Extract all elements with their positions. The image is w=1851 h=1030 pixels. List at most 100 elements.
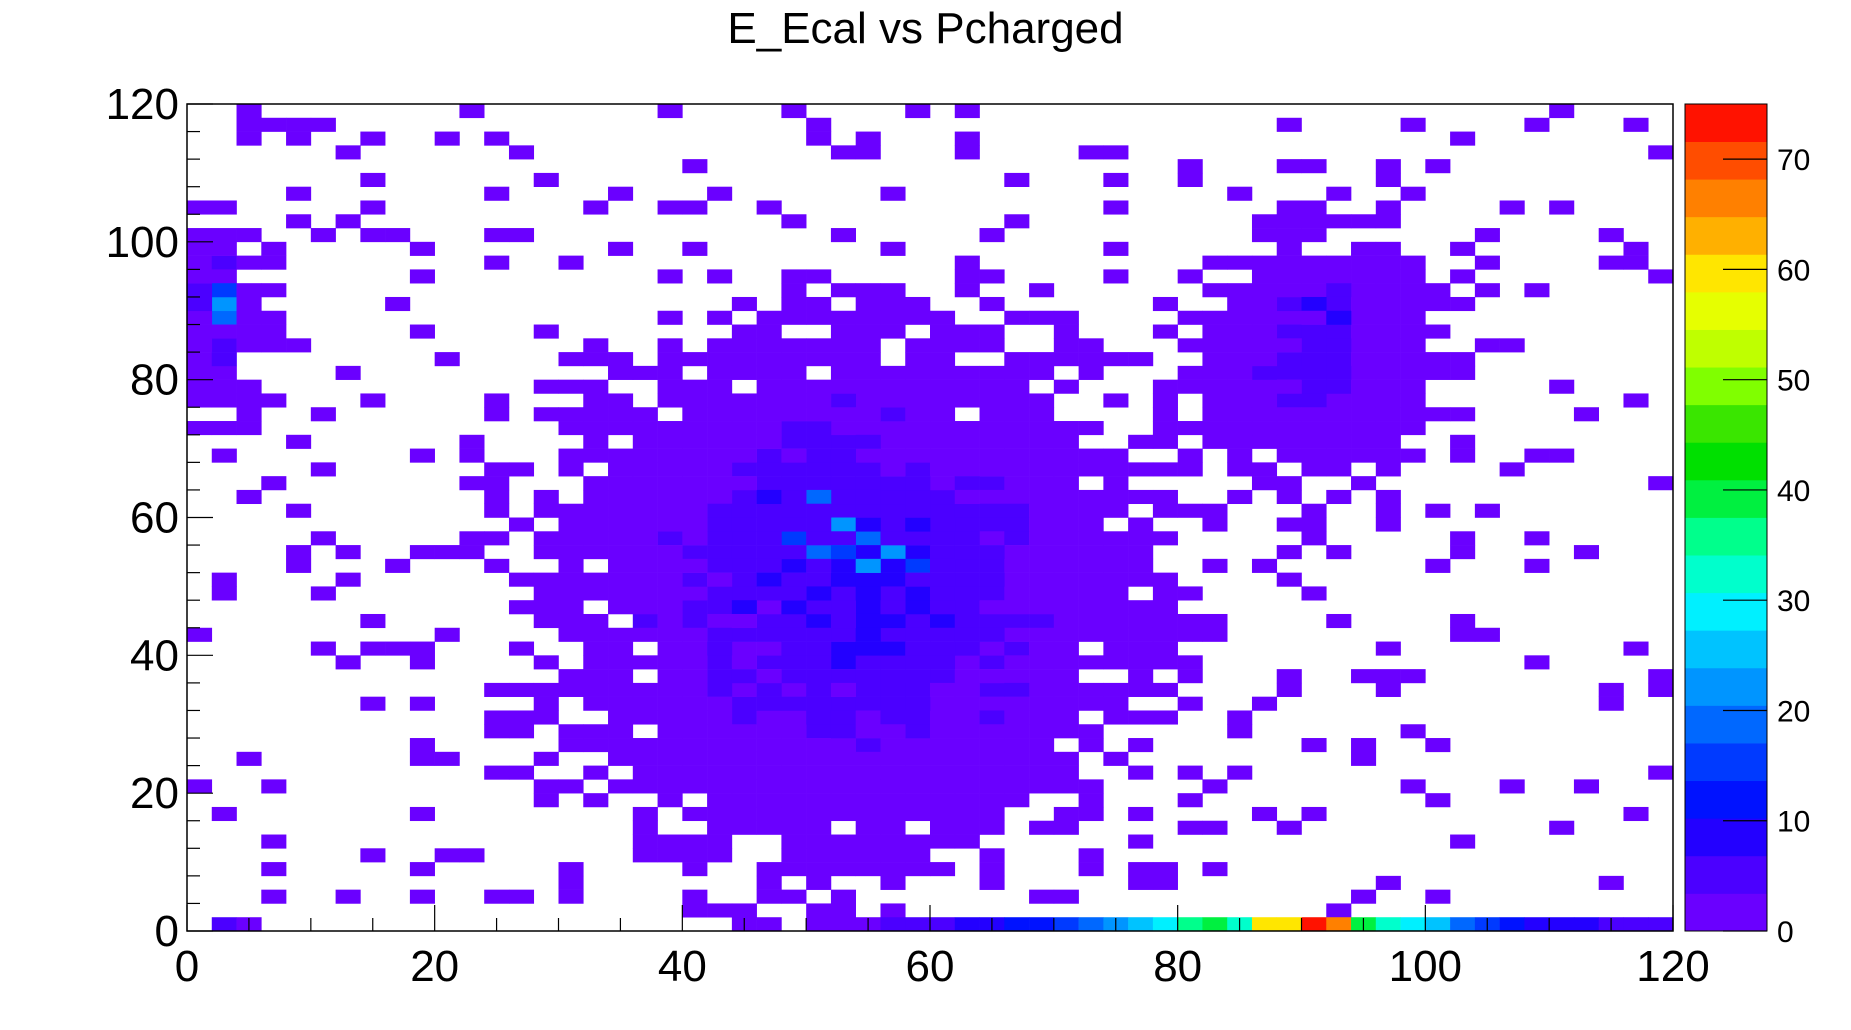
heatmap-cell xyxy=(781,779,807,794)
heatmap-cell xyxy=(905,600,931,615)
heatmap-cell xyxy=(707,476,733,491)
heatmap-cell xyxy=(781,862,807,877)
heatmap-cell xyxy=(558,600,584,615)
heatmap-cell xyxy=(707,379,733,394)
heatmap-cell xyxy=(1251,696,1278,711)
heatmap-cell xyxy=(1004,696,1030,711)
heatmap-cell xyxy=(1251,393,1278,408)
heatmap-cell xyxy=(1276,200,1302,215)
heatmap-cell xyxy=(409,696,435,711)
heatmap-cell xyxy=(781,655,807,670)
heatmap-cell xyxy=(1053,434,1079,449)
heatmap-cell xyxy=(682,710,708,725)
heatmap-cell xyxy=(1029,696,1055,711)
heatmap-cell xyxy=(286,338,312,353)
heatmap-cell xyxy=(830,448,856,463)
heatmap-cell xyxy=(880,296,906,312)
heatmap-cell xyxy=(1648,669,1674,684)
heatmap-cell xyxy=(1053,889,1079,904)
heatmap-cell xyxy=(830,903,856,918)
heatmap-axis-bin xyxy=(1202,917,1228,931)
heatmap-cell xyxy=(930,517,956,532)
y-tick-label: 120 xyxy=(106,80,179,129)
heatmap-cell xyxy=(1128,710,1154,725)
heatmap-cell xyxy=(830,738,856,753)
heatmap-cell xyxy=(632,517,658,532)
heatmap-cell xyxy=(930,324,956,339)
heatmap-cell xyxy=(756,586,782,601)
heatmap-cell xyxy=(1152,531,1178,546)
heatmap-cell xyxy=(1375,214,1401,229)
heatmap-cell xyxy=(731,421,757,436)
heatmap-cell xyxy=(1276,517,1302,532)
heatmap-cell xyxy=(1400,365,1426,380)
heatmap-cell xyxy=(682,462,708,477)
heatmap-cell xyxy=(855,421,881,436)
heatmap-cell xyxy=(608,352,634,367)
heatmap-cell xyxy=(1128,558,1154,573)
heatmap-cell xyxy=(1053,572,1079,587)
heatmap-cell xyxy=(707,352,733,367)
heatmap-cell xyxy=(1573,779,1599,794)
heatmap-cell xyxy=(1078,779,1104,794)
heatmap-cell xyxy=(954,793,980,808)
heatmap-cell xyxy=(632,586,658,601)
heatmap-cell xyxy=(1029,765,1055,780)
heatmap-cell xyxy=(954,655,980,670)
heatmap-cell xyxy=(731,393,757,408)
heatmap-cell xyxy=(1152,862,1178,877)
heatmap-cell xyxy=(1053,669,1079,684)
heatmap-cell xyxy=(855,572,881,587)
heatmap-cell xyxy=(905,848,931,863)
heatmap-cell xyxy=(1029,572,1055,587)
heatmap-cell xyxy=(930,558,956,573)
heatmap-cell xyxy=(1375,365,1401,380)
heatmap-cell xyxy=(855,462,881,477)
heatmap-cell xyxy=(880,545,906,560)
heatmap-cell xyxy=(1227,724,1253,739)
heatmap-cell xyxy=(608,545,634,560)
heatmap-cell xyxy=(781,696,807,711)
heatmap-cell xyxy=(979,338,1005,353)
heatmap-cell xyxy=(905,407,931,422)
heatmap-cell xyxy=(979,848,1005,863)
heatmap-cell xyxy=(707,793,733,808)
heatmap-cell xyxy=(954,710,980,725)
heatmap-cell xyxy=(1029,421,1055,436)
heatmap-cell xyxy=(1351,241,1377,256)
heatmap-cell xyxy=(608,241,634,256)
heatmap-cell xyxy=(608,365,634,380)
heatmap-cell xyxy=(979,613,1005,629)
heatmap-cell xyxy=(781,669,807,684)
heatmap-cell xyxy=(707,613,733,629)
heatmap-cell xyxy=(484,462,510,477)
heatmap-cell xyxy=(1004,724,1030,739)
heatmap-cell xyxy=(657,489,683,505)
heatmap-cell xyxy=(187,365,213,380)
heatmap-cell xyxy=(459,531,485,546)
heatmap-cell xyxy=(1103,503,1129,518)
heatmap-cell xyxy=(533,489,559,505)
heatmap-cell xyxy=(533,696,559,711)
heatmap-cell xyxy=(756,669,782,684)
heatmap-cell xyxy=(682,655,708,670)
heatmap-cell xyxy=(1152,421,1178,436)
heatmap-cell xyxy=(682,531,708,546)
heatmap-cell xyxy=(657,669,683,684)
heatmap-cell xyxy=(1425,503,1451,518)
heatmap-cell xyxy=(1029,517,1055,532)
heatmap-cell xyxy=(806,641,832,656)
heatmap-cell xyxy=(1177,586,1203,601)
heatmap-cell xyxy=(1227,186,1253,201)
heatmap-cell xyxy=(1251,462,1278,477)
heatmap-cell xyxy=(187,255,213,270)
heatmap-cell xyxy=(1326,269,1352,284)
heatmap-cell xyxy=(583,434,609,449)
heatmap-cell xyxy=(781,421,807,436)
heatmap-cell xyxy=(236,296,262,312)
heatmap-cell xyxy=(707,407,733,422)
heatmap-cell xyxy=(1152,641,1178,656)
heatmap-cell xyxy=(1474,228,1500,243)
heatmap-cell xyxy=(1078,682,1104,697)
heatmap-cell xyxy=(1004,710,1030,725)
